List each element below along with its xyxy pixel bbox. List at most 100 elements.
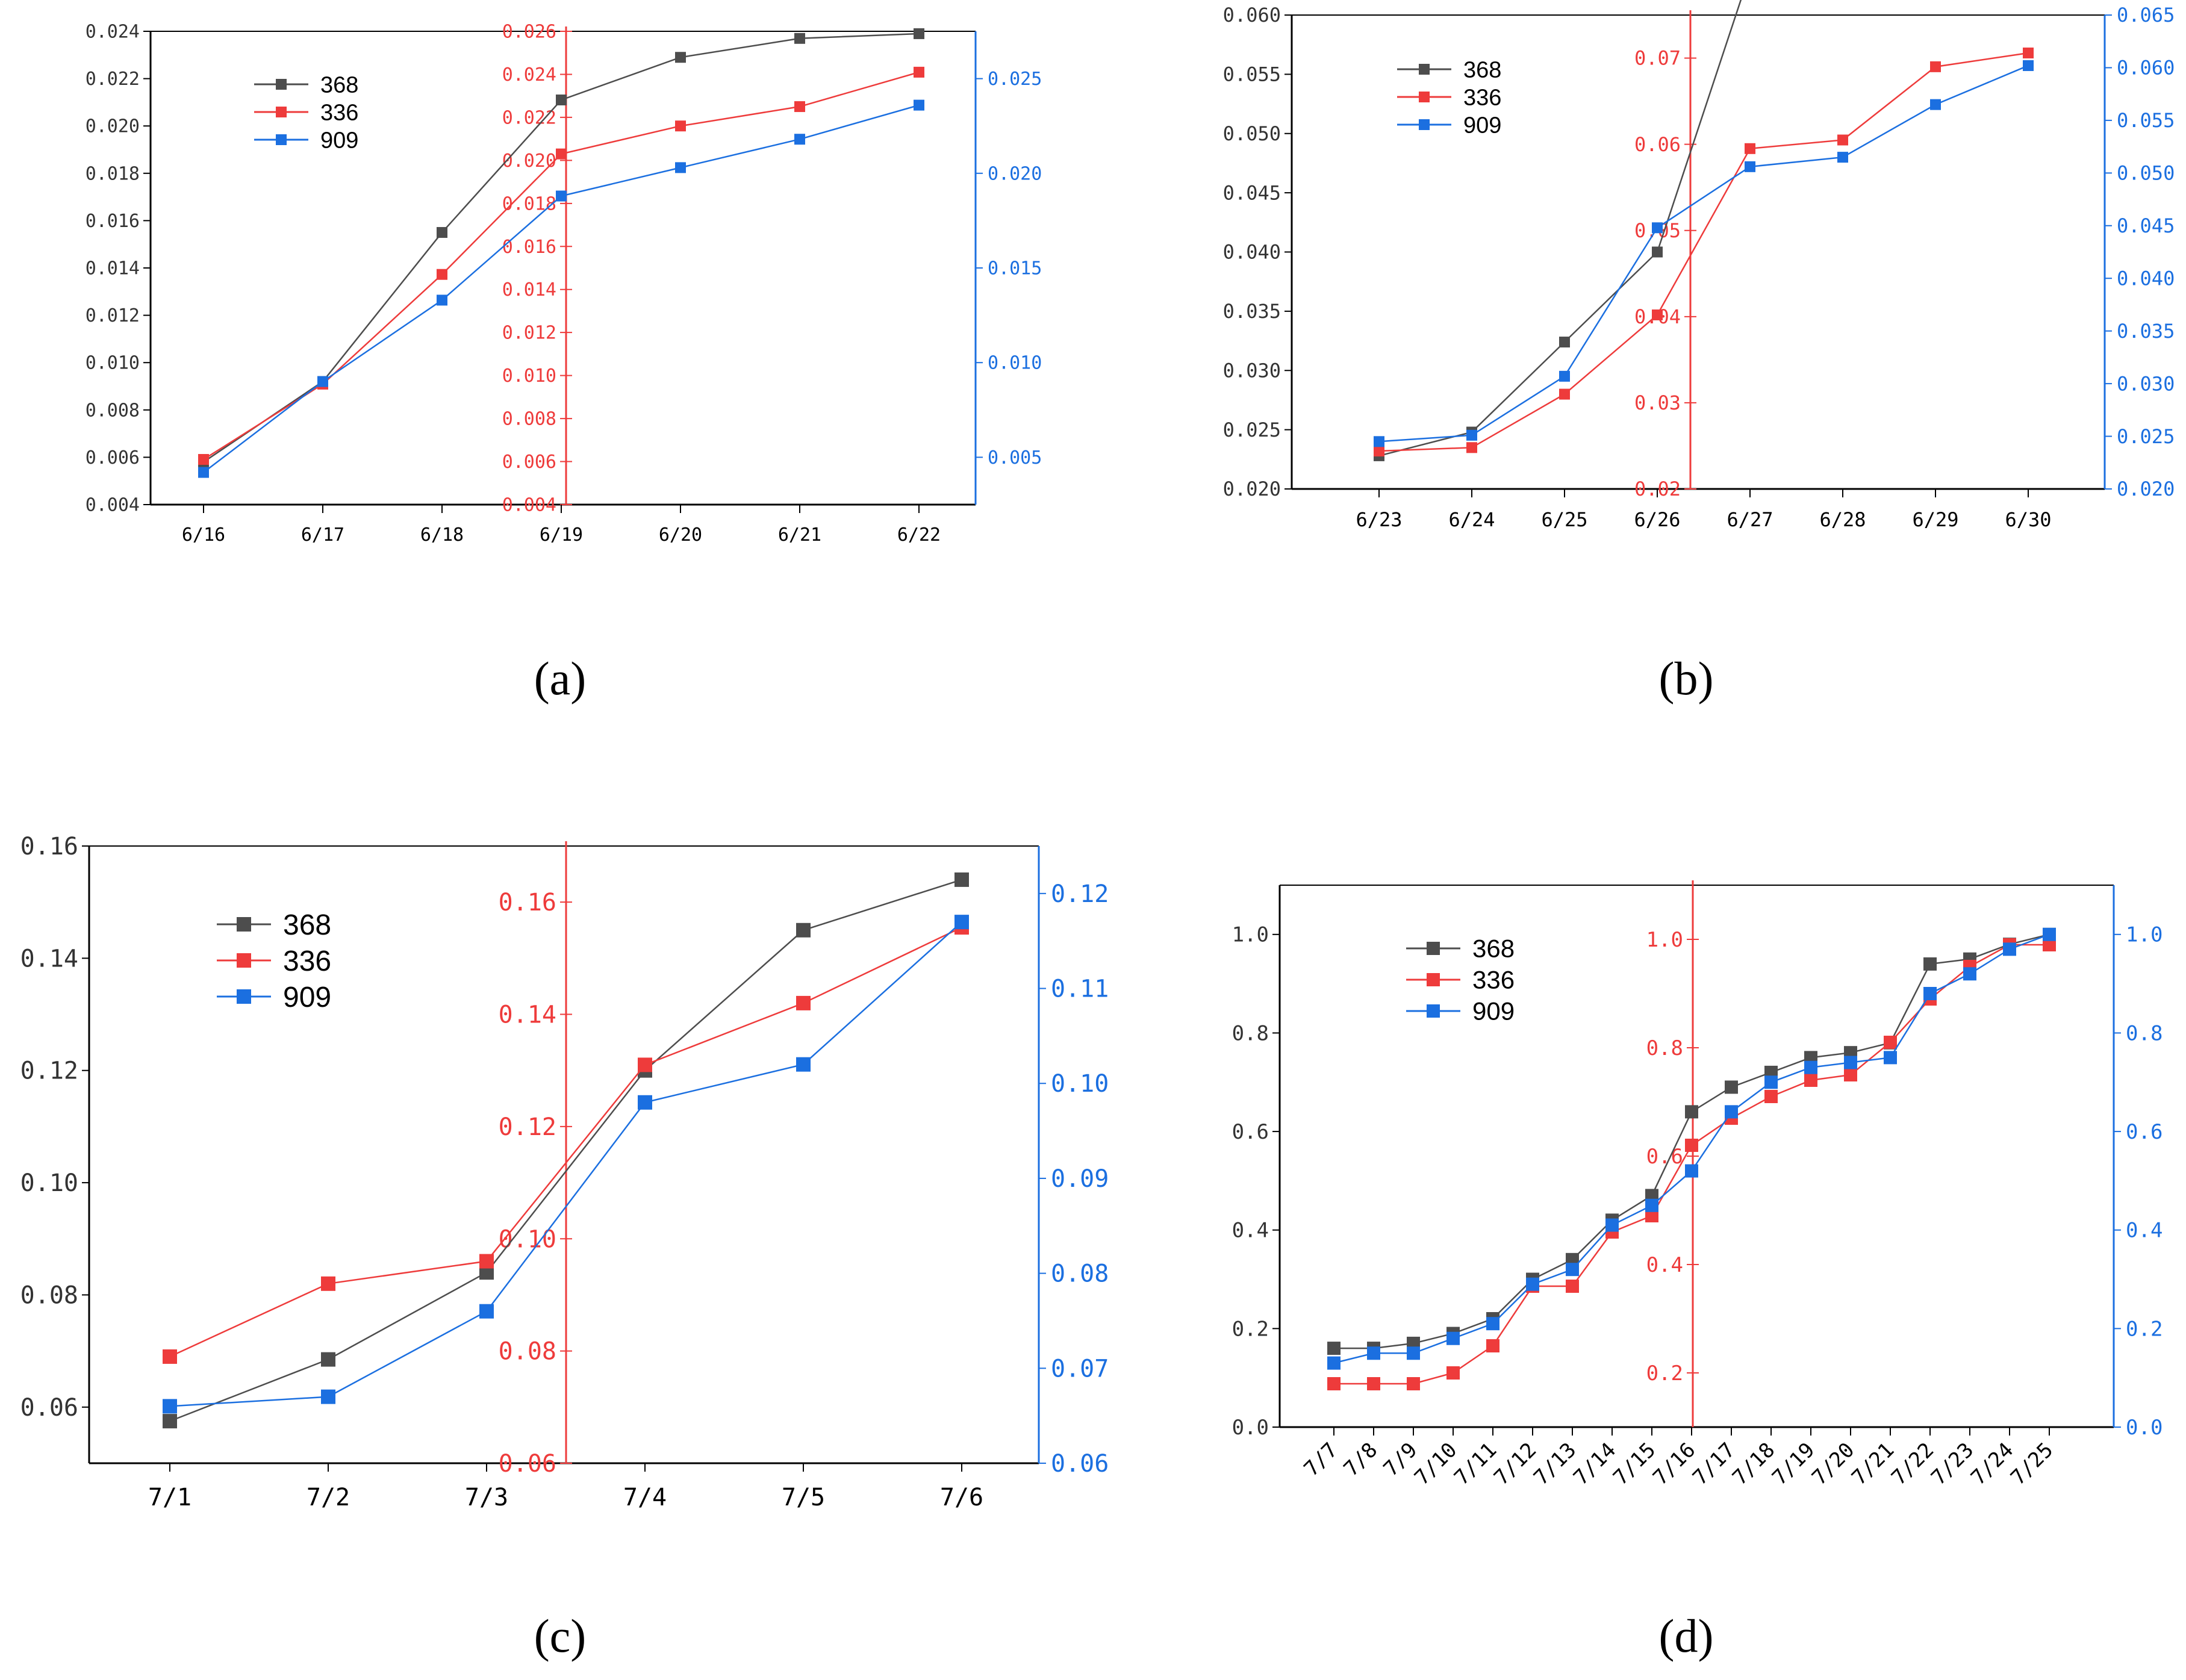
chart-d-series-909-point [1725,1105,1738,1119]
chart-c-series-368-point [321,1352,335,1367]
chart-b-x-tick-label: 6/27 [1727,508,1773,531]
chart-a-legend-336-marker [276,107,287,117]
chart-d-x-tick-label: 7/17 [1688,1438,1740,1490]
chart-a-series-336-point [198,453,209,465]
chart-c-series-909-point [321,1389,335,1404]
chart-a-legend-368-label: 368 [320,72,358,98]
chart-c-series-336-line [169,926,962,1358]
chart-a-left-tick-label: 0.020 [86,116,140,137]
chart-d-left-tick-label: 0.2 [1232,1317,1269,1341]
chart-a-svg: 0.004 0.006 0.008 0.010 0.012 0.014 0.016 0.018… [86,22,1042,546]
chart-b-legend-368-label: 368 [1463,57,1501,82]
chart-b-series-336-point [1652,309,1663,320]
chart-b-series-909-point [1466,429,1477,441]
chart-b-series-909-point [1930,99,1941,110]
chart-d-x-tick-label: 7/23 [1926,1438,1978,1490]
chart-a-series-336-point [556,148,567,160]
chart-d-legend-336-marker [1427,973,1440,986]
chart-c-series-336-point [638,1057,652,1072]
chart-a-right-tick-label: 0.005 [988,447,1042,468]
chart-c-mid-tick-label: 0.06 [499,1450,556,1478]
chart-a-legend-336-label: 336 [320,100,358,125]
chart-b-right-tick-label: 0.060 [2117,57,2175,79]
chart-c-series-909-point [954,915,969,930]
chart-b-left-tick-label: 0.045 [1223,181,1281,204]
chart-a-legend-909-label: 909 [320,128,358,153]
chart-b-x-tick-label: 6/29 [1912,508,1958,531]
chart-b-right-tick-label: 0.050 [2117,162,2175,185]
chart-b-right-tick-label: 0.065 [2117,4,2175,26]
chart-c-legend-336-marker [237,953,251,968]
chart-b-series-336-point [1559,388,1570,400]
chart-c-left-tick-label: 0.14 [20,945,78,972]
chart-c-series-909-line [169,921,962,1407]
chart-a-left-tick-label: 0.024 [86,22,140,43]
chart-a-right-tick-label: 0.020 [988,163,1042,184]
chart-d-series-336-point [1446,1366,1460,1380]
chart-d-mid-tick-label: 0.8 [1646,1036,1683,1060]
chart-b-svg: 0.020 0.025 0.030 0.035 0.040 0.045 0.050 0.055… [1223,0,2175,531]
chart-a-mid-tick-label: 0.014 [502,279,556,300]
chart-d-x-tick-label: 7/10 [1410,1438,1462,1490]
chart-a-series-336-line [203,71,920,461]
chart-c-series-909-point [796,1057,811,1072]
chart-b-right-tick-label: 0.055 [2117,109,2175,132]
chart-a-series-368-point [914,28,924,39]
chart-d-x-tick-label: 7/15 [1608,1438,1660,1490]
chart-c-right-tick-label: 0.08 [1051,1260,1109,1288]
chart-d-series-909-point [1486,1317,1499,1331]
chart-panel-a: 0.004 0.006 0.008 0.010 0.012 0.014 0.016 0.018… [0,0,1093,840]
chart-c-x-tick-label: 7/3 [465,1484,508,1511]
chart-b-left-tick-label: 0.025 [1223,418,1281,441]
chart-b-left-tick-label: 0.040 [1223,241,1281,264]
chart-d-series-909-point [1844,1056,1857,1069]
chart-c-left-tick-label: 0.10 [20,1169,78,1197]
chart-d-series-336-point [2043,938,2056,951]
chart-a-x-tick-label: 6/19 [540,524,583,546]
chart-b-right-tick-label: 0.030 [2117,372,2175,395]
chart-a-series-909-point [675,162,686,173]
chart-d-left-tick-label: 0.8 [1232,1021,1269,1045]
chart-b-series-368-point [1652,246,1663,258]
chart-d-series-909-point [2043,927,2056,941]
chart-d-series-909-point [1963,967,1976,981]
chart-b-series-909-point [2023,60,2034,71]
chart-a-series-336-point [914,66,924,78]
chart-b-legend-336-marker [1419,92,1430,102]
chart-d-series-336-point [1367,1377,1380,1390]
chart-a-mid-tick-label: 0.006 [502,452,556,473]
chart-b-series-336-point [1466,442,1477,453]
chart-d-svg: 0.0 0.2 0.4 0.6 0.8 1.0 0.2 0.4 0.6 0.8 1.0 0.0 0.2 0… [1232,880,2163,1490]
chart-b-series-909-line [1378,64,2029,443]
chart-d-series-336-point [1685,1139,1698,1152]
chart-d-series-909-point [1645,1198,1658,1212]
chart-a-series-909-point [556,190,567,202]
chart-a-x-tick-label: 6/22 [897,524,941,546]
chart-c-series-368-point [163,1414,177,1429]
chart-d-right-tick-label: 0.0 [2126,1416,2163,1440]
chart-panel-c: 0.06 0.08 0.10 0.12 0.14 0.16 0.06 0.08 0.10 0.12… [0,833,1109,1680]
chart-c-left-tick-label: 0.16 [20,833,78,860]
chart-b-mid-tick-label: 0.06 [1634,133,1681,156]
chart-c-left-tick-label: 0.12 [20,1057,78,1085]
chart-b-series-909-point [1837,152,1848,163]
chart-d-x-tick-label: 7/22 [1887,1438,1938,1490]
chart-d-x-tick-label: 7/11 [1450,1438,1501,1490]
chart-c-series-909-point [163,1399,177,1414]
chart-d-series-909-point [1566,1263,1579,1277]
chart-c-legend-368-marker [237,917,251,932]
chart-d-mid-tick-label: 1.0 [1646,928,1683,952]
chart-c-series-368-point [954,872,969,887]
chart-d-right-tick-label: 0.8 [2126,1021,2163,1045]
chart-b-series-909-point [1559,370,1570,382]
chart-a-mid-tick-label: 0.012 [502,323,556,344]
chart-d-series-909-point [1923,987,1937,1000]
chart-d-series-909-point [1407,1346,1420,1360]
chart-b-x-tick-label: 6/23 [1356,508,1402,531]
chart-a-x-tick-label: 6/16 [182,524,225,546]
chart-d-x-tick-label: 7/18 [1728,1438,1780,1490]
chart-panel-d: 0.0 0.2 0.4 0.6 0.8 1.0 0.2 0.4 0.6 0.8 1.0 0.0 0.2 0… [1093,840,2186,1680]
chart-a-mid-tick-label: 0.022 [502,107,556,128]
chart-c-right-tick-label: 0.11 [1051,975,1109,1003]
chart-d-series-336-point [1884,1036,1897,1049]
